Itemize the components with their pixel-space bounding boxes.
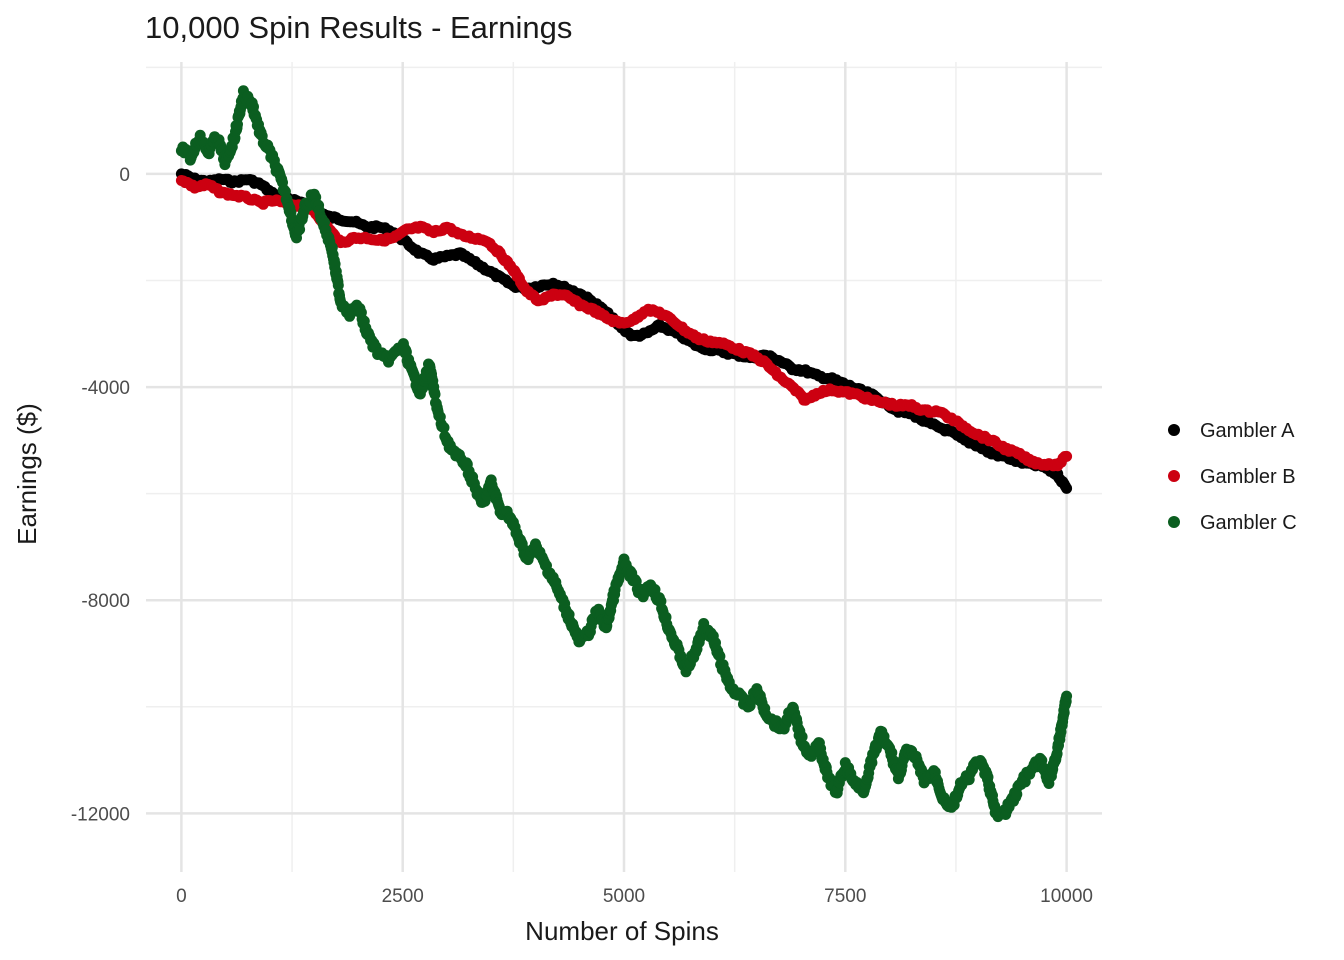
- legend-key: [1168, 470, 1180, 482]
- y-tick-labels: 0 -4000 -8000 -12000: [71, 165, 130, 825]
- legend-label: Gambler A: [1200, 420, 1295, 442]
- x-tick-label: 2500: [382, 886, 424, 907]
- x-tick-label: 10000: [1040, 886, 1093, 907]
- data-point: [248, 101, 259, 113]
- y-tick-label: 0: [119, 165, 130, 186]
- legend: Gambler A Gambler B Gambler C: [1168, 420, 1297, 534]
- y-tick-label: -8000: [81, 591, 130, 612]
- grid-major: [146, 62, 1102, 872]
- data-point: [1061, 450, 1073, 462]
- data-point: [1061, 482, 1073, 494]
- series-layer: [175, 85, 1073, 823]
- legend-key: [1168, 424, 1180, 436]
- legend-label: Gambler B: [1200, 466, 1296, 488]
- y-axis-label: Earnings ($): [12, 403, 42, 545]
- x-tick-label: 5000: [603, 886, 645, 907]
- legend-label: Gambler C: [1200, 512, 1297, 534]
- y-tick-label: -12000: [71, 804, 130, 825]
- x-tick-labels: 0 2500 5000 7500 10000: [176, 886, 1093, 907]
- series-gambler-c: [175, 85, 1073, 823]
- data-point: [294, 224, 306, 235]
- x-tick-label: 0: [176, 886, 187, 907]
- legend-key: [1168, 516, 1180, 528]
- x-axis-label: Number of Spins: [525, 916, 719, 946]
- data-point: [796, 731, 808, 743]
- data-point: [332, 279, 344, 291]
- data-point: [866, 757, 878, 769]
- chart-title: 10,000 Spin Results - Earnings: [145, 10, 573, 45]
- data-point: [429, 388, 441, 400]
- data-point: [714, 650, 726, 662]
- data-point: [1061, 690, 1073, 702]
- series-gambler-b: [175, 175, 1073, 472]
- y-tick-label: -4000: [81, 378, 130, 399]
- x-tick-label: 7500: [824, 886, 866, 907]
- data-point: [438, 422, 450, 434]
